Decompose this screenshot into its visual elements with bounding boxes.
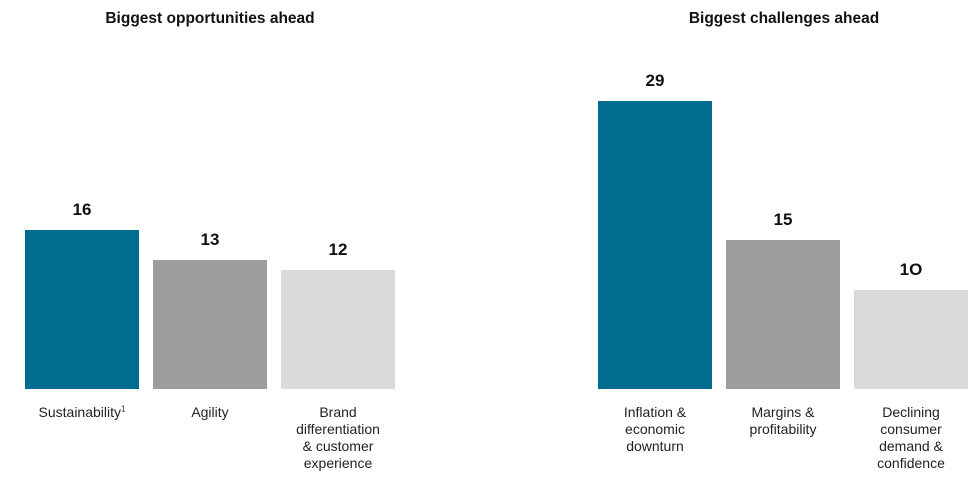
category-label-line: experience xyxy=(303,455,373,471)
data-label: 12 xyxy=(328,239,348,259)
data-label: 29 xyxy=(645,71,665,90)
category-label: Inflation & economic downturn xyxy=(590,404,720,455)
category-label-line: differentiation xyxy=(296,421,380,437)
category-label: Agility xyxy=(145,404,275,421)
category-label: Declining consumer demand & confidence xyxy=(846,404,975,472)
category-label-line: & customer xyxy=(302,438,374,454)
chart-title: Biggest opportunities ahead xyxy=(105,10,315,27)
footnote-marker: 1 xyxy=(121,404,126,414)
chart-opportunities: Biggest opportunities ahead 16 Sustainabi… xyxy=(0,0,487,479)
chart-challenges: Biggest challenges ahead 29 Inflation & ec… xyxy=(487,0,975,479)
category-label-line: economic xyxy=(625,421,685,437)
data-label: 16 xyxy=(72,200,92,220)
category-label-line: Brand xyxy=(319,404,357,420)
chart-title: Biggest challenges ahead xyxy=(688,10,880,27)
category-label-line: consumer xyxy=(880,421,942,437)
bar-opportunity-1 xyxy=(25,230,139,389)
data-label: 15 xyxy=(773,210,793,230)
category-label-line: Inflation & xyxy=(623,404,687,420)
data-label: 13 xyxy=(200,229,220,249)
bar-opportunity-3 xyxy=(281,269,395,389)
category-label-line: Margins & xyxy=(751,404,815,420)
category-label-line: profitability xyxy=(749,421,817,437)
bar-opportunity-2 xyxy=(153,259,267,389)
category-label: Sustainability1 xyxy=(17,404,147,421)
category-label-line: Agility xyxy=(191,404,229,420)
category-label-line: confidence xyxy=(877,455,945,471)
category-label: Brand differentiation & customer experience xyxy=(273,404,403,472)
data-label: 1O xyxy=(899,259,923,279)
category-label-line: downturn xyxy=(626,438,684,454)
category-label-line: demand & xyxy=(879,438,943,454)
category-label: Margins & profitability xyxy=(718,404,848,438)
category-label-line: Declining xyxy=(882,404,940,420)
bar-challenge-2 xyxy=(726,240,840,389)
category-label-line: Sustainability xyxy=(38,404,122,420)
bar-challenge-3 xyxy=(854,289,968,389)
bar-challenge-1 xyxy=(598,101,712,389)
